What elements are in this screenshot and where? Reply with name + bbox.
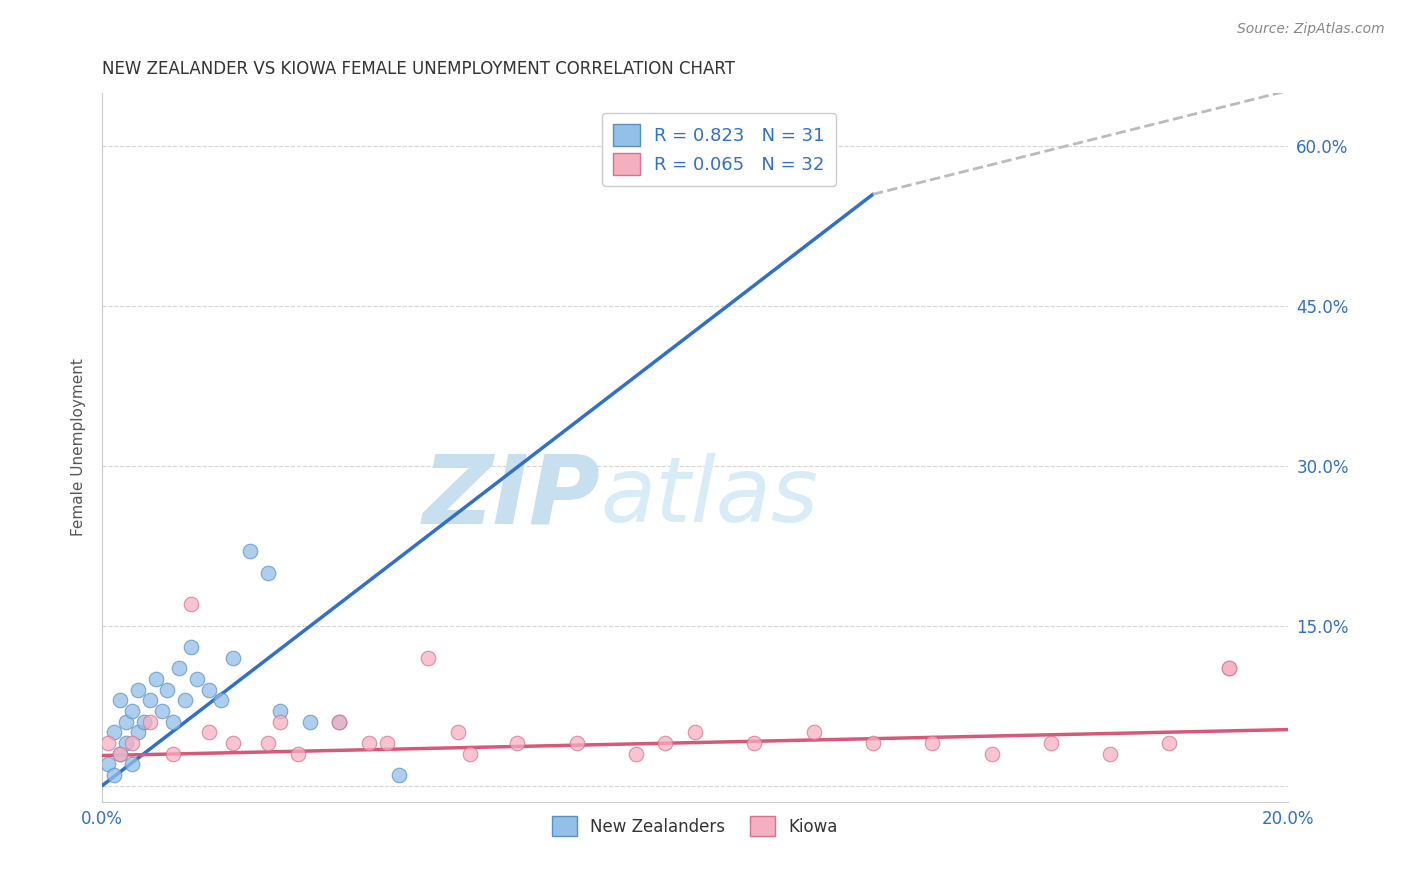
Point: [115, 714, 138, 729]
Point: [654, 736, 676, 750]
Point: [447, 725, 470, 739]
Text: Source: ZipAtlas.com: Source: ZipAtlas.com: [1237, 22, 1385, 37]
Point: [169, 661, 191, 675]
Point: [328, 714, 350, 729]
Legend: New Zealanders, Kiowa: New Zealanders, Kiowa: [546, 809, 845, 843]
Point: [97, 757, 120, 772]
Point: [121, 757, 143, 772]
Point: [108, 747, 131, 761]
Point: [150, 704, 173, 718]
Y-axis label: Female Unemployment: Female Unemployment: [72, 359, 86, 536]
Text: NEW ZEALANDER VS KIOWA FEMALE UNEMPLOYMENT CORRELATION CHART: NEW ZEALANDER VS KIOWA FEMALE UNEMPLOYME…: [103, 60, 735, 78]
Point: [298, 714, 321, 729]
Point: [980, 747, 1002, 761]
Point: [388, 768, 411, 782]
Point: [624, 747, 647, 761]
Point: [209, 693, 232, 707]
Point: [115, 736, 138, 750]
Point: [1218, 661, 1240, 675]
Point: [1159, 736, 1181, 750]
Point: [921, 736, 943, 750]
Point: [221, 736, 243, 750]
Point: [103, 768, 125, 782]
Point: [145, 672, 167, 686]
Point: [257, 736, 280, 750]
Point: [174, 693, 197, 707]
Text: ZIP: ZIP: [422, 450, 600, 543]
Point: [221, 650, 243, 665]
Point: [269, 714, 291, 729]
Point: [257, 566, 280, 580]
Point: [180, 598, 202, 612]
Point: [138, 714, 160, 729]
Point: [121, 704, 143, 718]
Point: [239, 544, 262, 558]
Point: [458, 747, 481, 761]
Point: [287, 747, 309, 761]
Point: [803, 171, 825, 186]
Point: [1099, 747, 1122, 761]
Point: [1039, 736, 1062, 750]
Point: [862, 736, 884, 750]
Point: [328, 714, 350, 729]
Point: [1218, 661, 1240, 675]
Point: [198, 682, 221, 697]
Point: [803, 725, 825, 739]
Point: [138, 693, 160, 707]
Point: [269, 704, 291, 718]
Point: [375, 736, 398, 750]
Point: [162, 714, 184, 729]
Point: [121, 736, 143, 750]
Point: [103, 725, 125, 739]
Point: [108, 693, 131, 707]
Point: [132, 714, 155, 729]
Point: [418, 650, 440, 665]
Point: [127, 682, 149, 697]
Point: [186, 672, 208, 686]
Point: [156, 682, 179, 697]
Point: [506, 736, 529, 750]
Point: [108, 747, 131, 761]
Point: [357, 736, 380, 750]
Point: [162, 747, 184, 761]
Point: [127, 725, 149, 739]
Point: [198, 725, 221, 739]
Point: [180, 640, 202, 654]
Text: atlas: atlas: [600, 453, 818, 541]
Point: [565, 736, 588, 750]
Point: [744, 736, 766, 750]
Point: [683, 725, 706, 739]
Point: [97, 736, 120, 750]
